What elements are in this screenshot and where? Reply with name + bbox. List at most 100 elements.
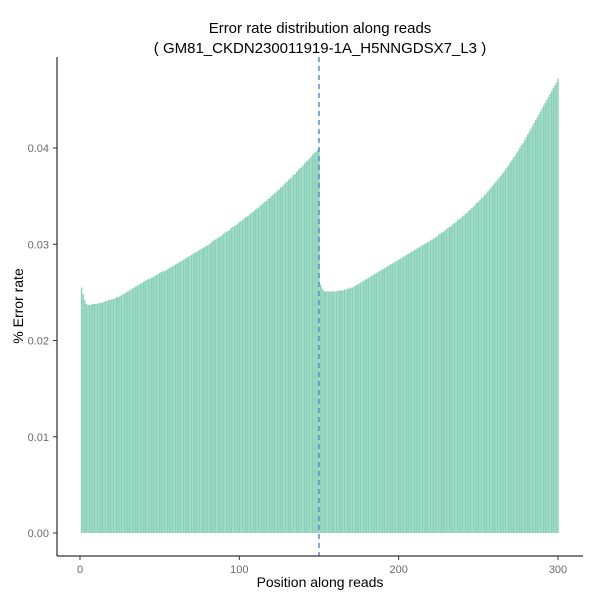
bar-294 (547, 96, 550, 534)
bar-225 (437, 234, 440, 534)
bar-118 (267, 199, 269, 533)
bar-145 (310, 156, 312, 533)
bar-75 (198, 250, 201, 533)
bar-293 (546, 99, 548, 534)
bar-160 (334, 291, 336, 533)
bar-207 (409, 252, 411, 533)
bar-117 (265, 200, 268, 533)
bar-9 (93, 303, 96, 533)
bar-22 (114, 298, 116, 533)
bar-59 (173, 265, 175, 533)
bar-16 (104, 301, 107, 533)
bar-56 (168, 268, 170, 533)
bar-29 (125, 292, 127, 534)
bar-76 (200, 249, 202, 533)
bar-196 (391, 263, 394, 533)
bar-258 (490, 187, 492, 533)
bar-21 (112, 299, 115, 533)
bar-292 (544, 102, 546, 533)
bar-198 (394, 261, 397, 533)
bar-218 (426, 242, 429, 533)
bar-224 (436, 236, 438, 534)
bar-241 (463, 215, 465, 534)
bar-212 (417, 248, 419, 533)
bar-275 (517, 150, 519, 533)
bar-242 (464, 213, 467, 533)
bar-265 (501, 173, 503, 534)
bar-18 (107, 300, 110, 533)
bar-113 (259, 205, 261, 533)
bar-215 (421, 245, 424, 533)
bar-146 (311, 154, 314, 534)
bar-226 (439, 233, 441, 533)
bar-151 (319, 284, 322, 533)
bar-250 (477, 201, 480, 533)
bar-208 (410, 251, 413, 533)
bar-48 (155, 275, 158, 533)
bar-259 (491, 185, 494, 534)
bar-186 (375, 273, 378, 534)
bar-64 (181, 260, 183, 533)
bar-28 (123, 293, 126, 533)
bar-260 (493, 183, 495, 534)
bar-237 (456, 220, 459, 533)
bar-171 (351, 287, 354, 533)
bar-255 (485, 193, 488, 534)
bar-108 (251, 212, 253, 534)
bar-124 (276, 190, 279, 533)
bar-46 (152, 276, 155, 533)
bar-277 (520, 145, 523, 534)
bar-116 (264, 201, 266, 533)
bar-210 (413, 250, 416, 533)
bar-55 (166, 269, 169, 533)
bar-119 (268, 198, 271, 534)
bar-125 (278, 189, 280, 533)
bar-94 (229, 229, 231, 533)
bar-41 (144, 280, 147, 533)
bar-231 (447, 227, 449, 533)
bar-194 (388, 265, 390, 533)
y-axis-label: % Error rate (10, 268, 26, 344)
bar-44 (149, 278, 151, 533)
bar-32 (130, 289, 132, 533)
bar-272 (512, 157, 515, 534)
x-axis-label: Position along reads (257, 574, 384, 590)
bar-156 (327, 291, 330, 533)
bar-291 (542, 105, 545, 534)
bar-206 (407, 253, 409, 534)
bar-99 (237, 224, 239, 534)
bar-128 (283, 184, 285, 533)
bar-133 (291, 176, 293, 534)
bar-65 (182, 259, 185, 533)
bar-248 (474, 204, 476, 534)
bar-175 (358, 283, 360, 533)
bar-70 (190, 254, 193, 533)
bar-244 (468, 210, 470, 533)
bar-170 (350, 287, 352, 533)
bar-174 (356, 284, 358, 533)
chart-subtitle: ( GM81_CKDN230011919-1A_H5NNGDSX7_L3 ) (154, 40, 486, 57)
bar-62 (178, 262, 180, 533)
bar-245 (469, 209, 472, 533)
bar-43 (147, 278, 150, 533)
bar-109 (252, 211, 255, 533)
bar-31 (128, 290, 131, 533)
bar-266 (503, 172, 505, 533)
bar-169 (348, 288, 350, 533)
bar-183 (370, 276, 373, 533)
bar-216 (423, 244, 425, 533)
y-axis-ticks: 0.00 0.01 0.02 0.03 0.04 (28, 143, 57, 540)
bar-264 (499, 175, 502, 533)
bar-299 (555, 82, 558, 534)
bar-73 (195, 251, 198, 533)
bar-168 (346, 288, 349, 533)
bar-122 (273, 193, 276, 534)
bar-77 (201, 248, 204, 533)
bar-230 (445, 228, 448, 533)
bar-159 (332, 291, 335, 533)
bar-98 (235, 225, 237, 533)
bar-7 (90, 304, 92, 533)
bar-42 (146, 279, 148, 533)
bar-130 (286, 181, 288, 533)
